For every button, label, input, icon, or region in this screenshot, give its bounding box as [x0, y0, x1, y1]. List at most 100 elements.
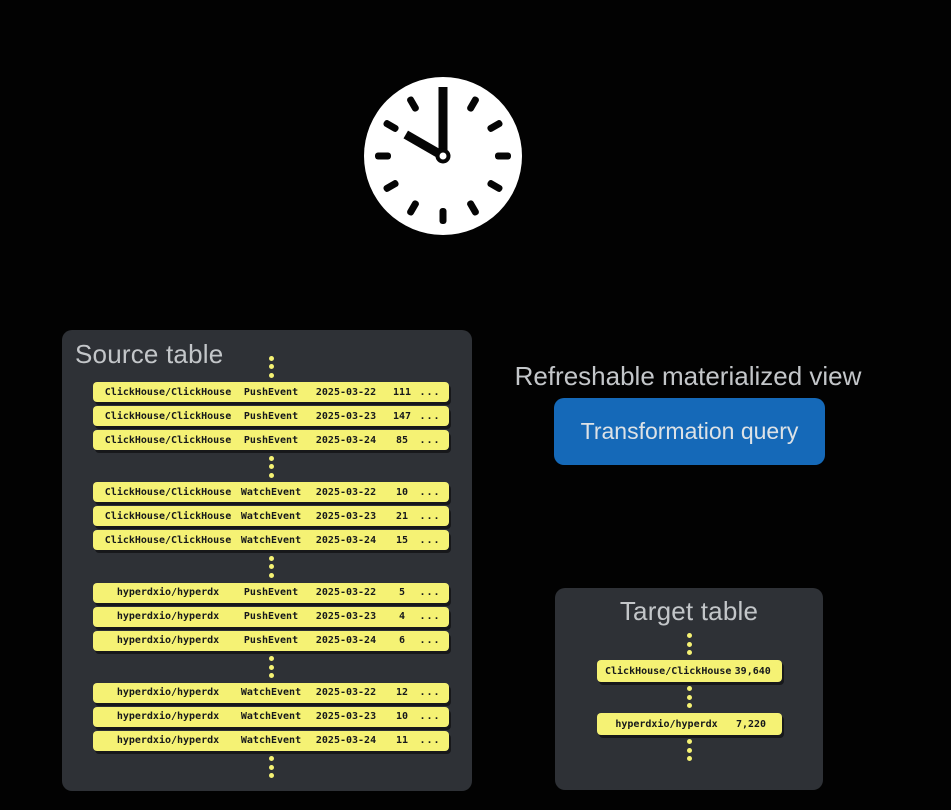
table-row: hyperdxio/hyperdx PushEvent 2025-03-22 5… — [93, 582, 449, 603]
cell-more: ... — [419, 486, 441, 498]
clock-minute-hand — [438, 87, 448, 162]
cell-date: 2025-03-23 — [315, 611, 377, 623]
cell-repo: hyperdxio/hyperdx — [116, 635, 220, 647]
cell-count: 10 — [395, 711, 409, 723]
cell-repo: ClickHouse/ClickHouse — [605, 665, 732, 677]
table-row: hyperdxio/hyperdx WatchEvent 2025-03-22 … — [93, 682, 449, 703]
cell-date: 2025-03-23 — [315, 711, 377, 723]
cell-more: ... — [419, 386, 441, 398]
cell-repo: ClickHouse/ClickHouse — [104, 534, 232, 546]
cell-more: ... — [419, 735, 441, 747]
cell-event: WatchEvent — [240, 486, 302, 498]
source-table-panel: Source table ClickHouse/ClickHouse PushE… — [62, 330, 472, 791]
cell-event: PushEvent — [243, 635, 299, 647]
cell-repo: ClickHouse/ClickHouse — [104, 510, 232, 522]
cell-date: 2025-03-23 — [315, 410, 377, 422]
clock-icon — [364, 77, 522, 235]
cell-event: PushEvent — [243, 587, 299, 599]
cell-date: 2025-03-24 — [315, 534, 377, 546]
cell-count: 10 — [395, 486, 409, 498]
cell-date: 2025-03-22 — [315, 687, 377, 699]
cell-repo: ClickHouse/ClickHouse — [104, 434, 232, 446]
clock-tick-marks — [375, 88, 511, 224]
target-table-rows: ClickHouse/ClickHouse 39,640 hyperdxio/h… — [597, 633, 782, 766]
ellipsis-dots — [268, 656, 274, 679]
cell-count: 85 — [395, 434, 409, 446]
cell-event: PushEvent — [243, 434, 299, 446]
target-table-title: Target table — [619, 596, 759, 626]
cell-event: WatchEvent — [240, 510, 302, 522]
cell-event: PushEvent — [243, 611, 299, 623]
transformation-query-button[interactable]: Transformation query — [554, 398, 825, 465]
transformation-query-label: Transformation query — [580, 418, 799, 444]
table-row: ClickHouse/ClickHouse PushEvent 2025-03-… — [93, 430, 449, 451]
ellipsis-dots — [687, 633, 692, 655]
cell-repo: hyperdxio/hyperdx — [116, 711, 220, 723]
source-table-rows: ClickHouse/ClickHouse PushEvent 2025-03-… — [93, 354, 449, 783]
cell-date: 2025-03-22 — [315, 386, 377, 398]
cell-repo: ClickHouse/ClickHouse — [104, 486, 232, 498]
table-row: ClickHouse/ClickHouse WatchEvent 2025-03… — [93, 530, 449, 551]
target-table-panel: Target table ClickHouse/ClickHouse 39,64… — [555, 588, 823, 790]
cell-count: 21 — [395, 510, 409, 522]
table-row: ClickHouse/ClickHouse PushEvent 2025-03-… — [93, 382, 449, 403]
cell-date: 2025-03-24 — [315, 635, 377, 647]
cell-repo: hyperdxio/hyperdx — [116, 611, 220, 623]
cell-value: 7,220 — [735, 718, 767, 730]
cell-count: 4 — [398, 611, 406, 623]
cell-more: ... — [419, 410, 441, 422]
cell-repo: ClickHouse/ClickHouse — [104, 386, 232, 398]
cell-repo: ClickHouse/ClickHouse — [104, 410, 232, 422]
cell-more: ... — [419, 711, 441, 723]
ellipsis-dots — [268, 555, 274, 578]
cell-event: WatchEvent — [240, 687, 302, 699]
cell-count: 15 — [395, 534, 409, 546]
table-row: hyperdxio/hyperdx WatchEvent 2025-03-24 … — [93, 730, 449, 751]
cell-date: 2025-03-24 — [315, 434, 377, 446]
cell-date: 2025-03-22 — [315, 486, 377, 498]
cell-more: ... — [419, 587, 441, 599]
table-row: hyperdxio/hyperdx WatchEvent 2025-03-23 … — [93, 706, 449, 727]
cell-event: WatchEvent — [240, 711, 302, 723]
table-row: hyperdxio/hyperdx PushEvent 2025-03-24 6… — [93, 630, 449, 651]
cell-date: 2025-03-22 — [315, 587, 377, 599]
cell-repo: hyperdxio/hyperdx — [116, 587, 220, 599]
table-row: ClickHouse/ClickHouse WatchEvent 2025-03… — [93, 506, 449, 527]
source-table-title: Source table — [75, 339, 224, 369]
cell-event: WatchEvent — [240, 735, 302, 747]
table-row: ClickHouse/ClickHouse PushEvent 2025-03-… — [93, 406, 449, 427]
table-row: hyperdxio/hyperdx PushEvent 2025-03-23 4… — [93, 606, 449, 627]
cell-count: 6 — [398, 635, 406, 647]
table-row: ClickHouse/ClickHouse 39,640 — [597, 660, 782, 682]
cell-count: 12 — [395, 687, 409, 699]
cell-event: PushEvent — [243, 410, 299, 422]
cell-repo: hyperdxio/hyperdx — [615, 718, 718, 730]
cell-value: 39,640 — [734, 665, 771, 677]
ellipsis-dots — [687, 739, 692, 761]
materialized-view-label: Refreshable materialized view — [514, 361, 862, 391]
clock-center-dot — [439, 152, 447, 160]
ellipsis-dots — [268, 756, 274, 779]
cell-more: ... — [419, 611, 441, 623]
table-row: ClickHouse/ClickHouse WatchEvent 2025-03… — [93, 482, 449, 503]
cell-more: ... — [419, 510, 441, 522]
cell-count: 5 — [398, 587, 406, 599]
cell-date: 2025-03-23 — [315, 510, 377, 522]
table-row: hyperdxio/hyperdx 7,220 — [597, 713, 782, 735]
cell-event: PushEvent — [243, 386, 299, 398]
cell-more: ... — [419, 434, 441, 446]
ellipsis-dots — [268, 355, 274, 378]
cell-count: 111 — [392, 386, 412, 398]
cell-date: 2025-03-24 — [315, 735, 377, 747]
cell-more: ... — [419, 687, 441, 699]
cell-more: ... — [419, 635, 441, 647]
cell-more: ... — [419, 534, 441, 546]
cell-repo: hyperdxio/hyperdx — [116, 687, 220, 699]
cell-repo: hyperdxio/hyperdx — [116, 735, 220, 747]
cell-event: WatchEvent — [240, 534, 302, 546]
cell-count: 147 — [392, 410, 412, 422]
ellipsis-dots — [268, 455, 274, 478]
cell-count: 11 — [395, 735, 409, 747]
ellipsis-dots — [687, 686, 692, 708]
